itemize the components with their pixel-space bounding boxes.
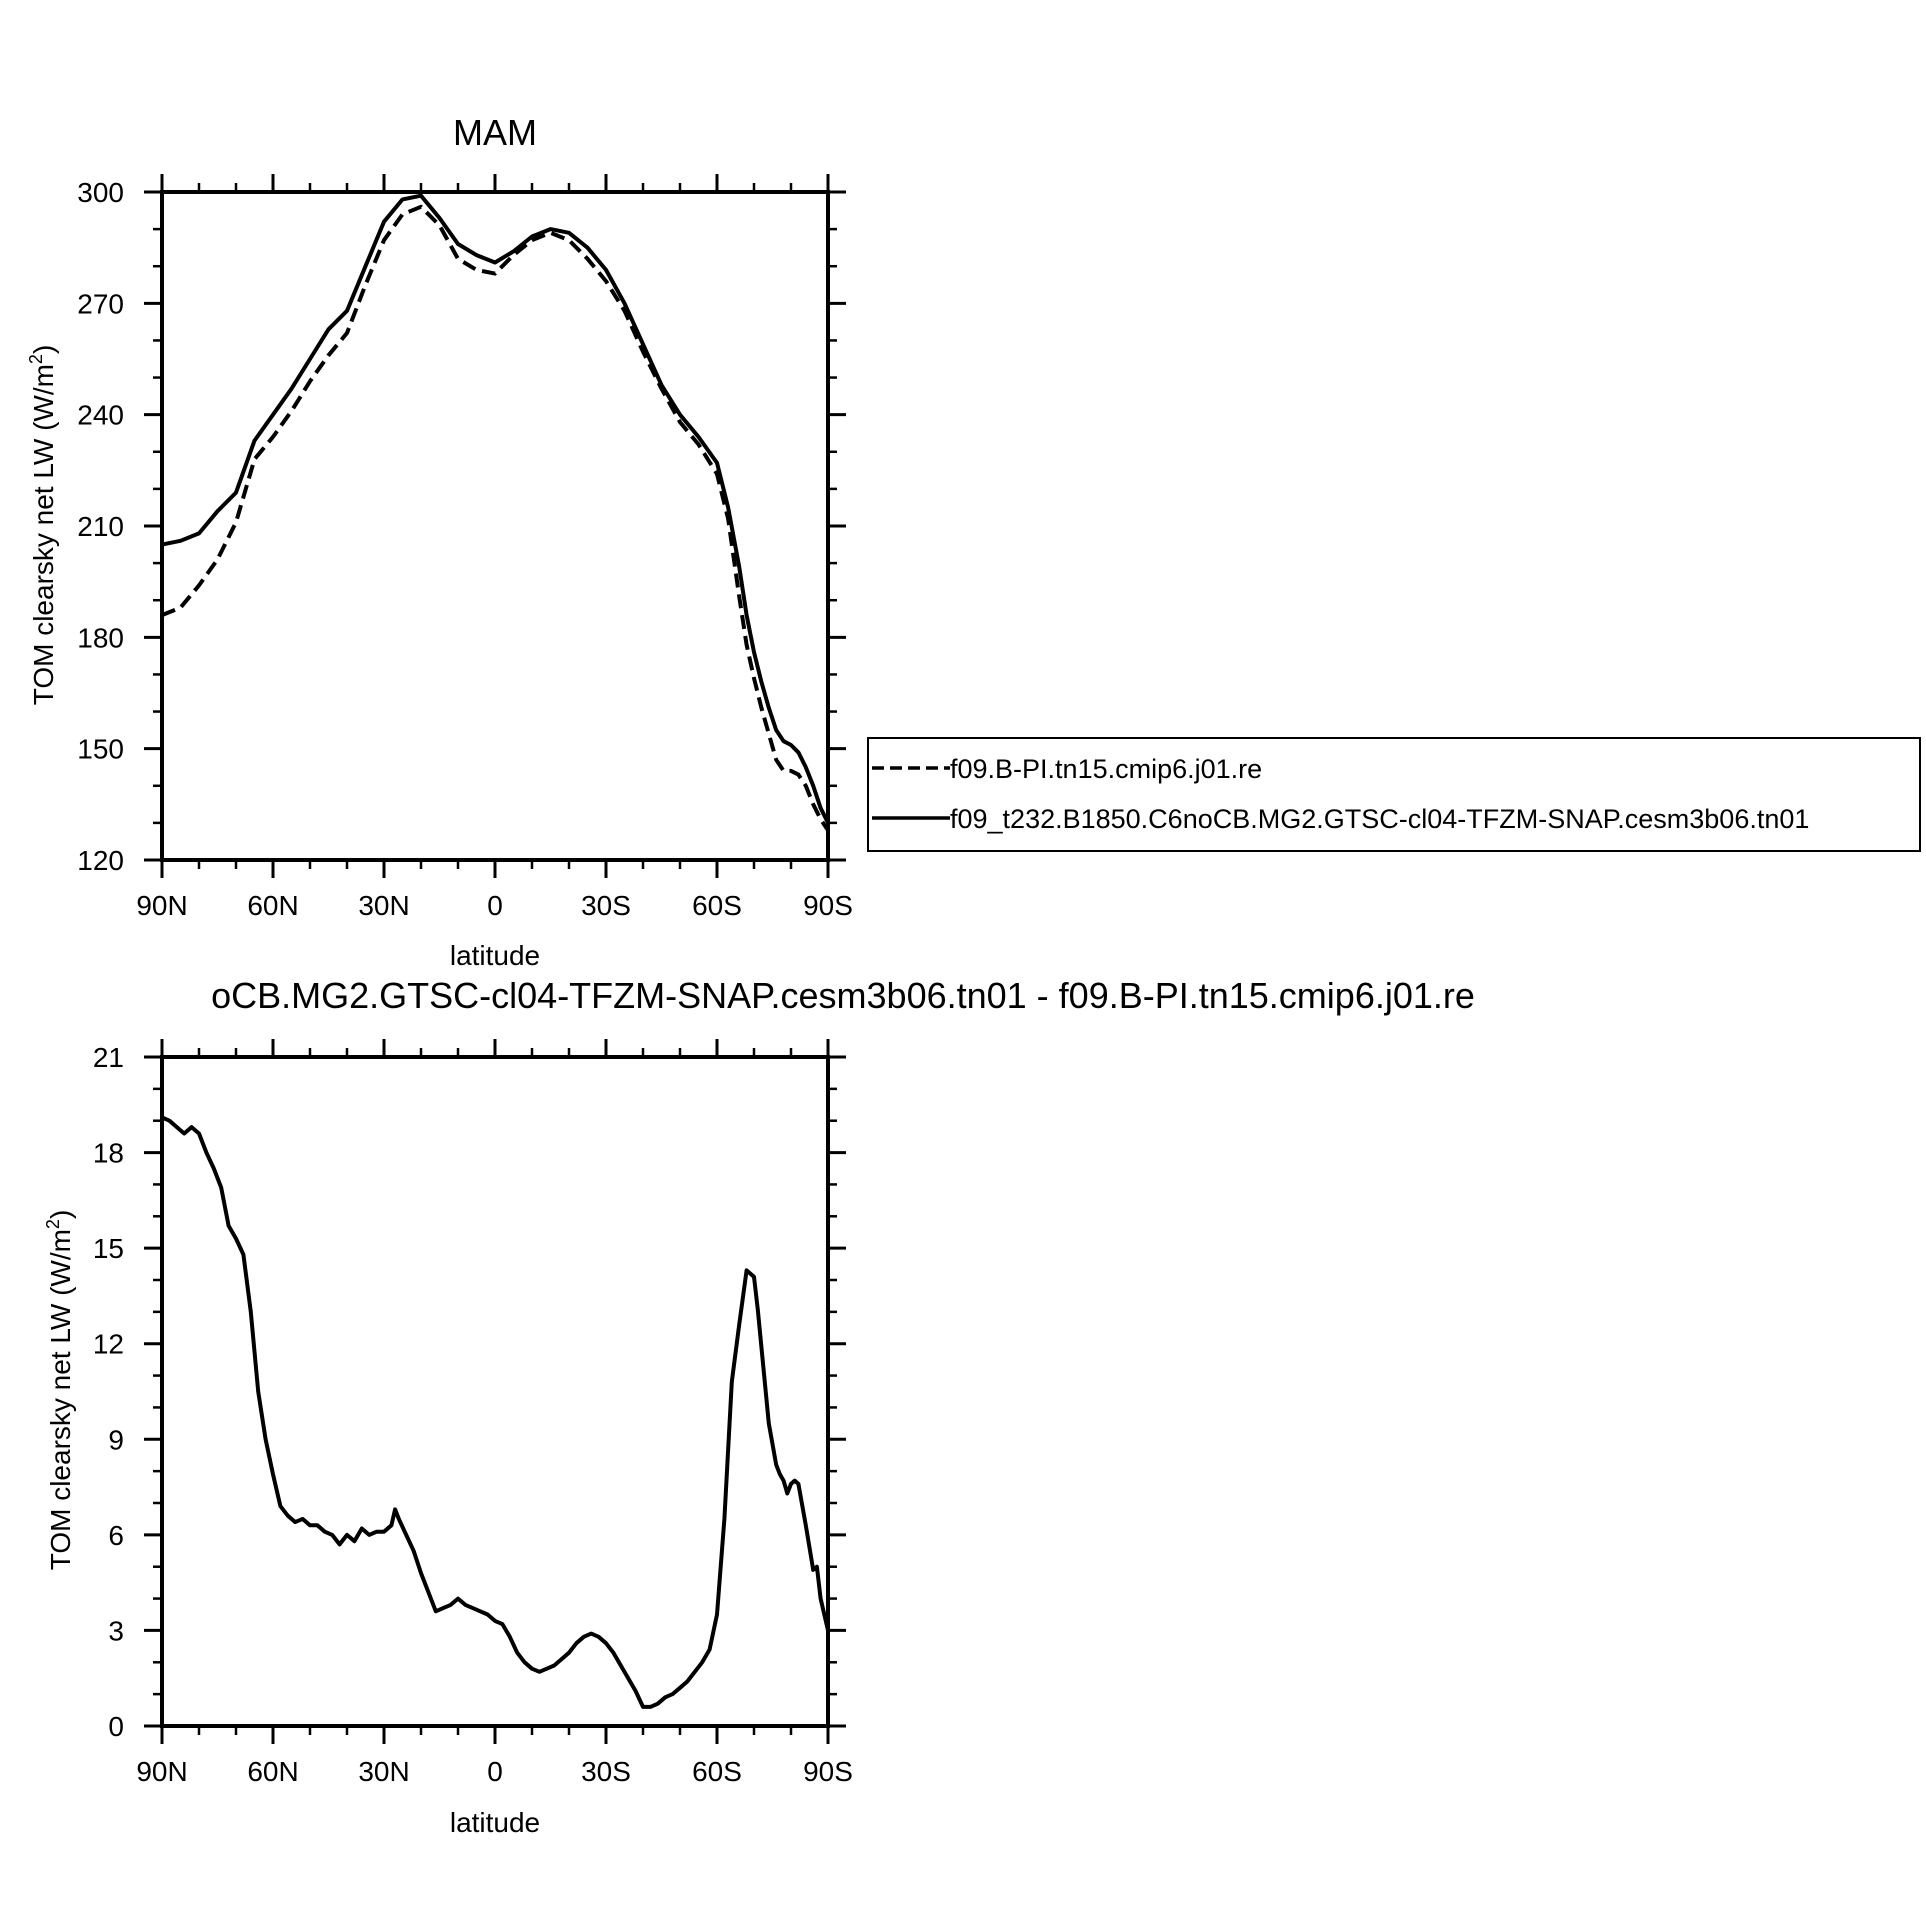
y-tick-label: 3 bbox=[108, 1615, 124, 1646]
y-tick-label: 0 bbox=[108, 1711, 124, 1742]
y-axis-label-close: ) bbox=[45, 1210, 76, 1219]
y-axis-label-top: TOM clearsky net LW (W/m2) bbox=[26, 345, 59, 706]
y-tick-label: 150 bbox=[77, 734, 124, 765]
x-tick-label: 90S bbox=[803, 890, 853, 921]
ticks-top bbox=[144, 174, 846, 878]
panel-top: MAM 90N 60N 30N 0 30S 60S 90S 120 150 180 210 240 27… bbox=[26, 112, 853, 971]
tick-labels-bottom: 90N 60N 30N 0 30S 60S 90S 0 3 6 9 12 15 18 21 bbox=[93, 1042, 853, 1787]
legend-label-1: f09_t232.B1850.C6noCB.MG2.GTSC-cl04-TFZM… bbox=[950, 804, 1809, 834]
series-line-1 bbox=[160, 193, 830, 825]
y-tick-label: 300 bbox=[77, 177, 124, 208]
x-tick-label: 60S bbox=[692, 1756, 742, 1787]
x-tick-label: 60N bbox=[247, 890, 298, 921]
x-tick-label: 90N bbox=[136, 890, 187, 921]
panel-bottom: oCB.MG2.GTSC-cl04-TFZM-SNAP.cesm3b06.tn0… bbox=[43, 975, 1475, 1838]
series-lines-top bbox=[160, 193, 830, 832]
x-axis-label-top: latitude bbox=[450, 940, 540, 971]
y-tick-label: 240 bbox=[77, 400, 124, 431]
y-tick-label: 6 bbox=[108, 1520, 124, 1551]
x-tick-label: 30N bbox=[358, 1756, 409, 1787]
x-tick-label: 0 bbox=[487, 890, 503, 921]
x-tick-label: 90N bbox=[136, 1756, 187, 1787]
x-tick-label: 60N bbox=[247, 1756, 298, 1787]
x-tick-label: 0 bbox=[487, 1756, 503, 1787]
y-tick-label: 180 bbox=[77, 622, 124, 653]
x-tick-label: 30S bbox=[581, 890, 631, 921]
y-tick-label: 18 bbox=[93, 1138, 124, 1169]
y-tick-label: 21 bbox=[93, 1042, 124, 1073]
y-axis-label-bottom: TOM clearsky net LW (W/m2) bbox=[43, 1210, 76, 1571]
y-axis-label-close: ) bbox=[28, 345, 59, 354]
y-tick-label: 12 bbox=[93, 1329, 124, 1360]
ticks-bottom bbox=[144, 1039, 846, 1744]
plot-frame-bottom bbox=[160, 1055, 830, 1728]
x-tick-label: 60S bbox=[692, 890, 742, 921]
chart-title-top: MAM bbox=[453, 112, 537, 153]
y-tick-label: 210 bbox=[77, 511, 124, 542]
plot-frame-top bbox=[160, 190, 830, 862]
y-axis-label-superscript: 2 bbox=[43, 1219, 63, 1229]
x-tick-label: 90S bbox=[803, 1756, 853, 1787]
y-tick-label: 15 bbox=[93, 1233, 124, 1264]
series-line-0 bbox=[160, 1115, 830, 1709]
legend: f09.B-PI.tn15.cmip6.j01.re f09_t232.B185… bbox=[867, 737, 1921, 852]
y-axis-label-main: TOM clearsky net LW (W/m bbox=[28, 364, 59, 705]
x-axis-label-bottom: latitude bbox=[450, 1807, 540, 1838]
x-tick-label: 30S bbox=[581, 1756, 631, 1787]
series-line-0 bbox=[161, 204, 830, 832]
tick-labels-top: 90N 60N 30N 0 30S 60S 90S 120 150 180 210 240 270 300 bbox=[77, 177, 853, 921]
chart-title-bottom: oCB.MG2.GTSC-cl04-TFZM-SNAP.cesm3b06.tn0… bbox=[211, 975, 1475, 1016]
y-tick-label: 120 bbox=[77, 845, 124, 876]
y-axis-label-main: TOM clearsky net LW (W/m bbox=[45, 1229, 76, 1570]
series-lines-bottom bbox=[160, 1115, 830, 1709]
y-tick-label: 270 bbox=[77, 288, 124, 319]
y-axis-label-superscript: 2 bbox=[26, 354, 46, 364]
legend-box bbox=[867, 737, 1921, 852]
y-tick-label: 9 bbox=[108, 1424, 124, 1455]
x-tick-label: 30N bbox=[358, 890, 409, 921]
legend-label-0: f09.B-PI.tn15.cmip6.j01.re bbox=[950, 754, 1262, 784]
